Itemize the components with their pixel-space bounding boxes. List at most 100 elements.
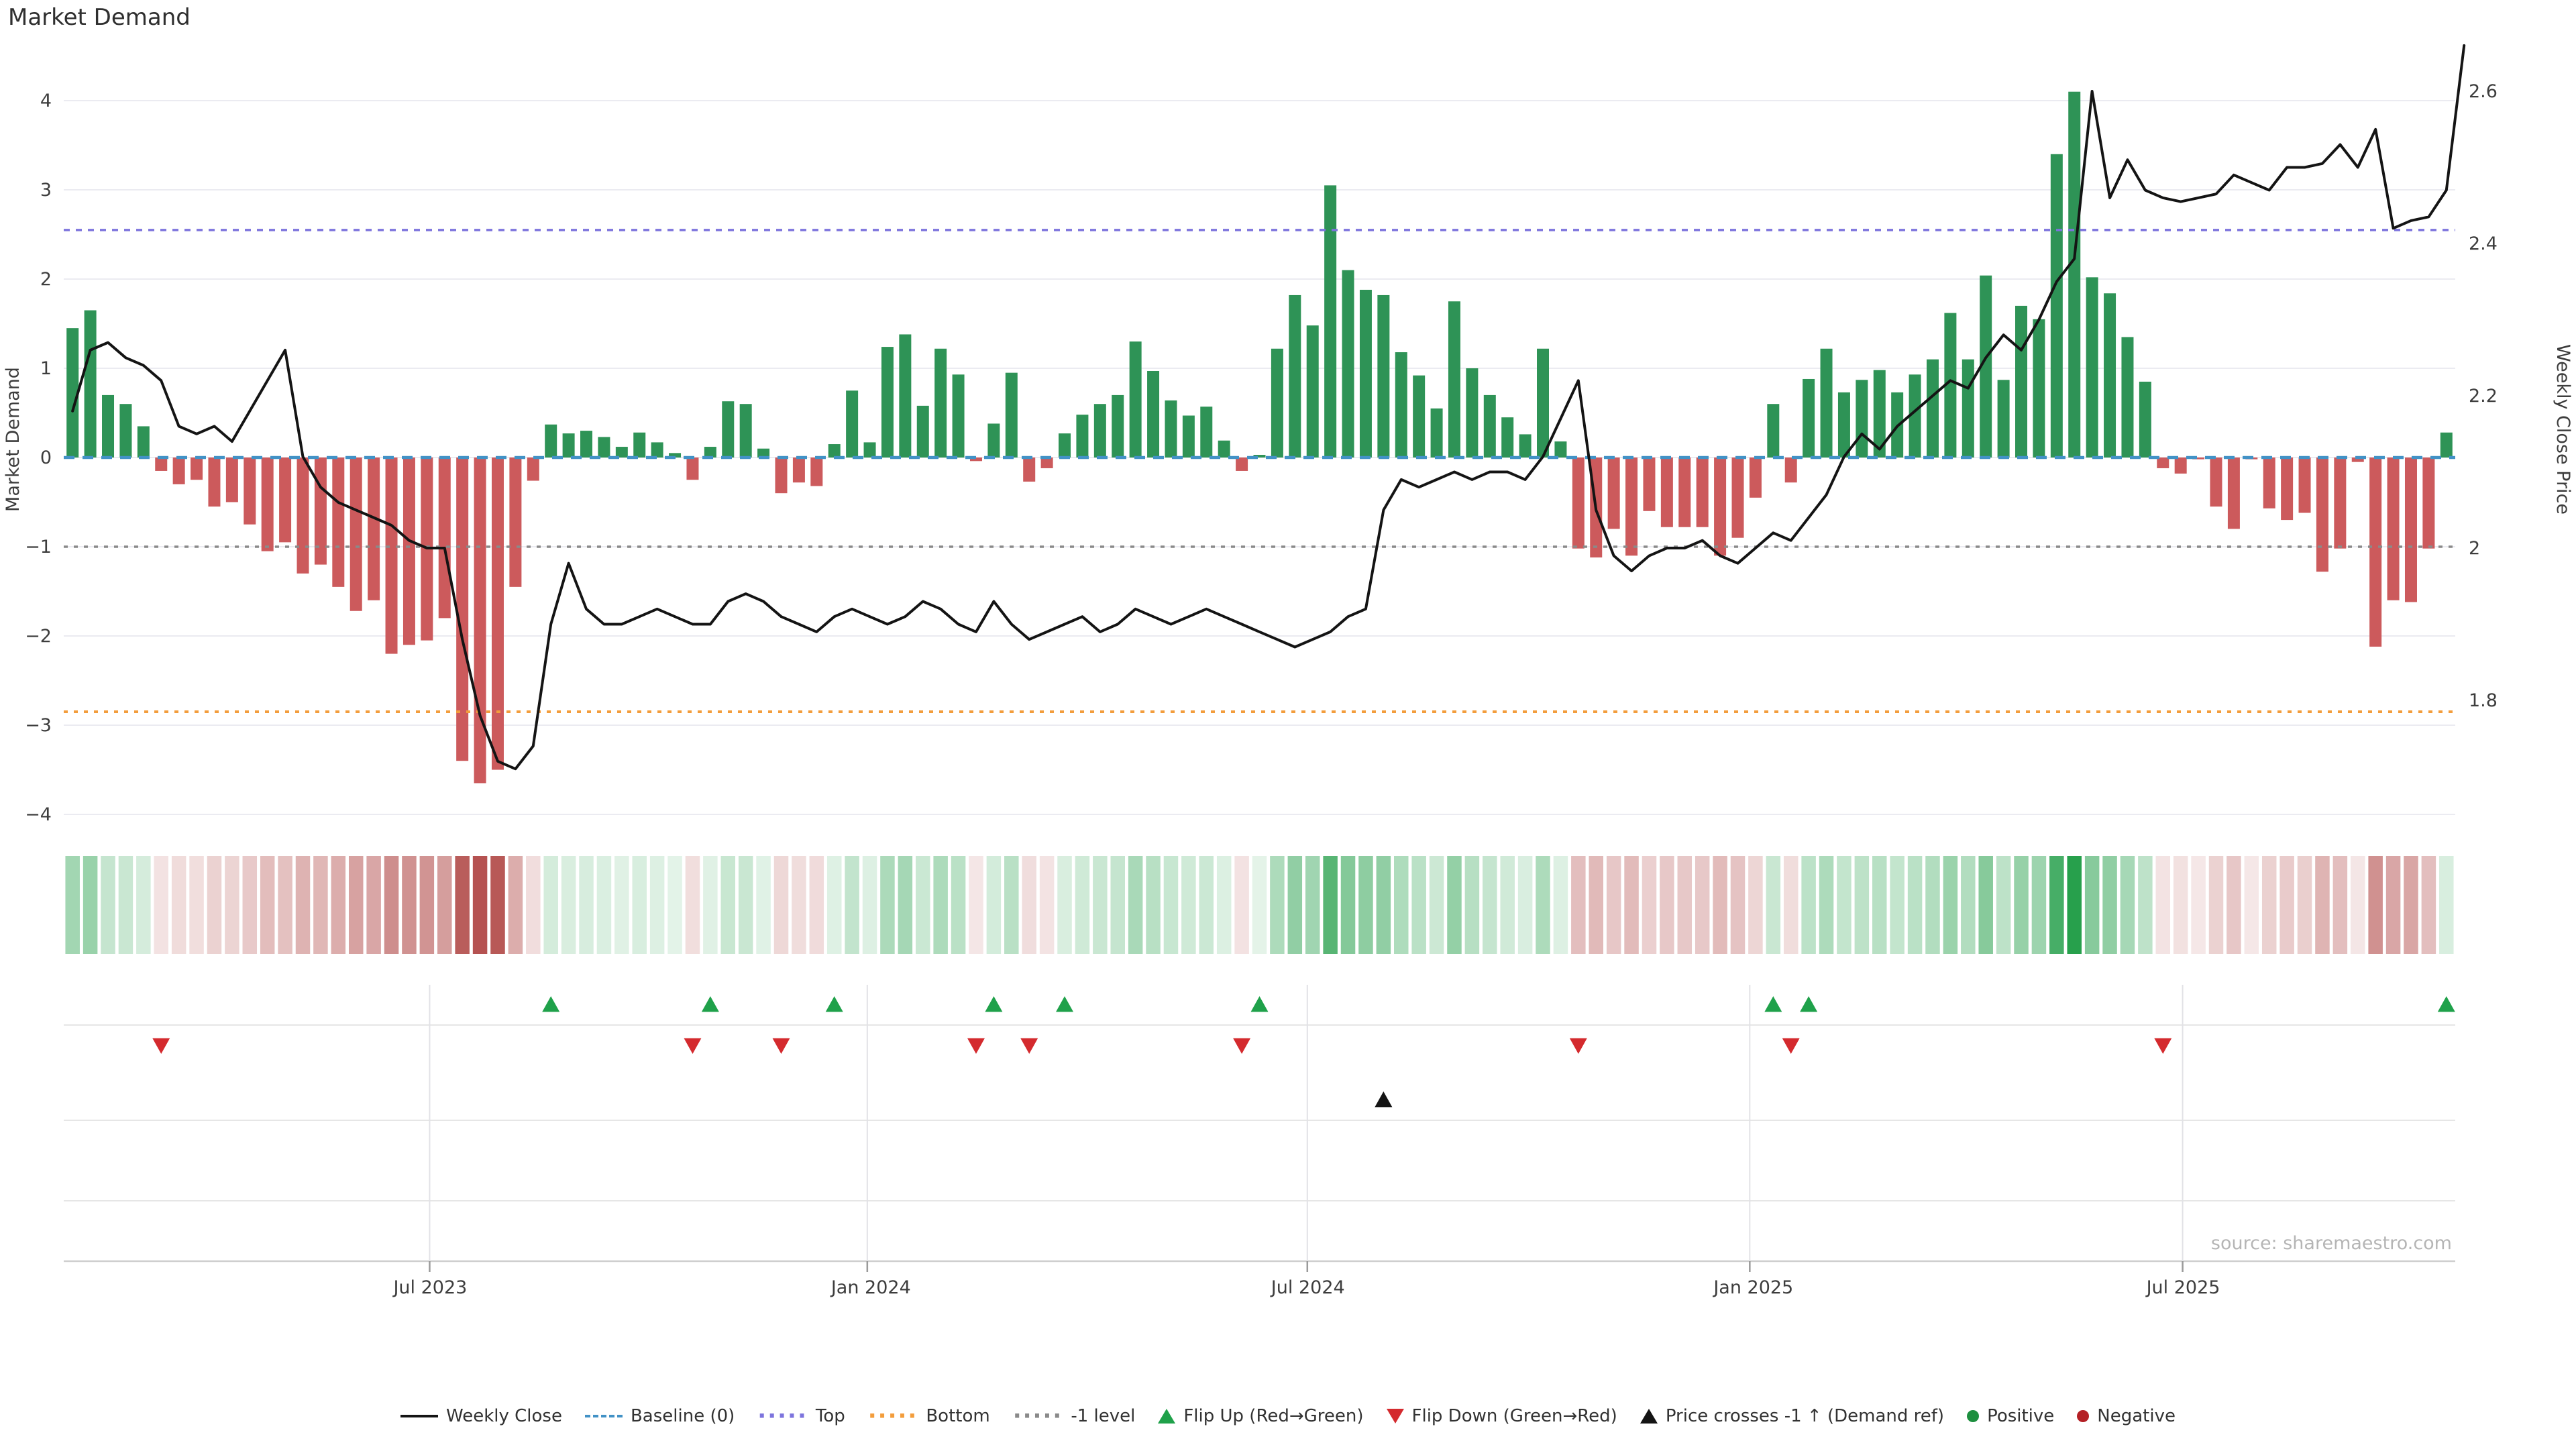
heatmap-cell[interactable] bbox=[189, 856, 204, 954]
demand-bar[interactable] bbox=[1678, 458, 1691, 527]
heatmap-cell[interactable] bbox=[1730, 856, 1746, 954]
demand-bar[interactable] bbox=[1714, 458, 1727, 556]
heatmap-cell[interactable] bbox=[1181, 856, 1196, 954]
demand-bar[interactable] bbox=[474, 458, 486, 784]
heatmap-cell[interactable] bbox=[154, 856, 168, 954]
heatmap-cell[interactable] bbox=[2439, 856, 2454, 954]
demand-bar[interactable] bbox=[2298, 458, 2311, 513]
demand-bar[interactable] bbox=[1112, 394, 1124, 458]
heatmap-cell[interactable] bbox=[295, 856, 311, 954]
demand-bar[interactable] bbox=[1005, 372, 1018, 458]
demand-bar[interactable] bbox=[385, 458, 398, 654]
heatmap-cell[interactable] bbox=[685, 856, 700, 954]
demand-bar[interactable] bbox=[172, 458, 185, 484]
demand-bar[interactable] bbox=[527, 458, 539, 481]
flip-down-marker[interactable] bbox=[1569, 1038, 1587, 1054]
flip-up-marker[interactable] bbox=[542, 996, 560, 1012]
flip-up-marker[interactable] bbox=[1056, 996, 1074, 1012]
demand-bar[interactable] bbox=[332, 458, 345, 587]
demand-bar[interactable] bbox=[1165, 400, 1177, 458]
demand-bar[interactable] bbox=[1483, 394, 1496, 458]
demand-bar[interactable] bbox=[1537, 348, 1550, 458]
heatmap-cell[interactable] bbox=[1287, 856, 1303, 954]
demand-bar[interactable] bbox=[704, 447, 716, 458]
demand-bar[interactable] bbox=[1572, 458, 1585, 549]
weekly-close-path[interactable] bbox=[71, 44, 2466, 771]
demand-bar[interactable] bbox=[987, 423, 1000, 458]
demand-bar[interactable] bbox=[545, 424, 557, 458]
demand-bar[interactable] bbox=[1289, 294, 1301, 458]
heatmap-cell[interactable] bbox=[1163, 856, 1179, 954]
demand-bar[interactable] bbox=[1625, 458, 1638, 556]
heatmap-cell[interactable] bbox=[738, 856, 753, 954]
heatmap-cell[interactable] bbox=[83, 856, 98, 954]
heatmap-cell[interactable] bbox=[366, 856, 381, 954]
demand-bar[interactable] bbox=[2351, 458, 2364, 462]
demand-bar[interactable] bbox=[1803, 378, 1815, 458]
demand-bar[interactable] bbox=[1909, 374, 1921, 458]
demand-bar[interactable] bbox=[969, 458, 982, 462]
heatmap-cell[interactable] bbox=[1819, 856, 1834, 954]
heatmap-cell[interactable] bbox=[1713, 856, 1727, 954]
heatmap-cell[interactable] bbox=[2084, 856, 2100, 954]
heatmap-cell[interactable] bbox=[225, 856, 239, 954]
demand-bar[interactable] bbox=[2369, 458, 2382, 647]
flip-down-marker[interactable] bbox=[2154, 1038, 2172, 1054]
demand-bars[interactable] bbox=[66, 91, 2453, 784]
heatmap-cell[interactable] bbox=[826, 856, 842, 954]
heatmap-cell[interactable] bbox=[1358, 856, 1373, 954]
demand-bar[interactable] bbox=[261, 458, 274, 551]
legend-item-line-black[interactable]: Weekly Close bbox=[400, 1406, 562, 1426]
legend-item-dots-purple[interactable]: ····· Top bbox=[757, 1405, 845, 1428]
heatmap-cell[interactable] bbox=[1606, 856, 1621, 954]
heatmap-cell[interactable] bbox=[1589, 856, 1603, 954]
demand-bar[interactable] bbox=[1200, 407, 1213, 458]
heatmap-cell[interactable] bbox=[1642, 856, 1657, 954]
heatmap-cell[interactable] bbox=[490, 856, 505, 954]
demand-bar[interactable] bbox=[2104, 293, 2116, 458]
demand-bar[interactable] bbox=[1466, 368, 1479, 458]
demand-bar[interactable] bbox=[669, 453, 682, 458]
demand-bar[interactable] bbox=[1519, 434, 1532, 458]
heatmap-cell[interactable] bbox=[1925, 856, 1940, 954]
demand-bar[interactable] bbox=[2227, 458, 2240, 529]
demand-bar[interactable] bbox=[102, 394, 115, 458]
demand-bar[interactable] bbox=[155, 458, 168, 471]
heatmap-cell[interactable] bbox=[101, 856, 115, 954]
legend-item-dash-blue[interactable]: Baseline (0) bbox=[584, 1406, 735, 1426]
demand-bar[interactable] bbox=[1731, 458, 1744, 538]
demand-bar[interactable] bbox=[952, 374, 965, 458]
heatmap-cell[interactable] bbox=[792, 856, 806, 954]
heatmap-cell[interactable] bbox=[2120, 856, 2135, 954]
heatmap-cell[interactable] bbox=[2031, 856, 2047, 954]
heatmap-cell[interactable] bbox=[2297, 856, 2312, 954]
demand-bar[interactable] bbox=[244, 458, 256, 525]
heatmap-cell[interactable] bbox=[1146, 856, 1161, 954]
demand-bar[interactable] bbox=[633, 432, 646, 458]
demand-bar[interactable] bbox=[1040, 458, 1053, 468]
heatmap-cell[interactable] bbox=[1429, 856, 1444, 954]
demand-bar[interactable] bbox=[2121, 337, 2134, 458]
heatmap-cell[interactable] bbox=[2315, 856, 2330, 954]
demand-heatmap-strip[interactable] bbox=[65, 856, 2454, 954]
heatmap-cell[interactable] bbox=[1039, 856, 1055, 954]
demand-bar[interactable] bbox=[350, 458, 362, 611]
heatmap-cell[interactable] bbox=[1996, 856, 2011, 954]
heatmap-cell[interactable] bbox=[2173, 856, 2188, 954]
demand-bar[interactable] bbox=[651, 442, 663, 458]
heatmap-cell[interactable] bbox=[419, 856, 435, 954]
heatmap-cell[interactable] bbox=[508, 856, 523, 954]
heatmap-cell[interactable] bbox=[969, 856, 983, 954]
heatmap-cell[interactable] bbox=[1748, 856, 1763, 954]
flip-markers-panel[interactable]: Jul 2023 Jan 2024 Jul 2024 Jan 2025 Jul 2025 bbox=[64, 985, 2455, 1298]
heatmap-cell[interactable] bbox=[1943, 856, 1958, 954]
demand-bar[interactable] bbox=[828, 444, 841, 458]
demand-bar[interactable] bbox=[1856, 380, 1868, 458]
demand-bar[interactable] bbox=[1448, 301, 1460, 458]
heatmap-cell[interactable] bbox=[1890, 856, 1904, 954]
heatmap-cell[interactable] bbox=[632, 856, 647, 954]
flip-down-marker[interactable] bbox=[967, 1038, 985, 1054]
heatmap-cell[interactable] bbox=[2102, 856, 2117, 954]
heatmap-cell[interactable] bbox=[1004, 856, 1019, 954]
